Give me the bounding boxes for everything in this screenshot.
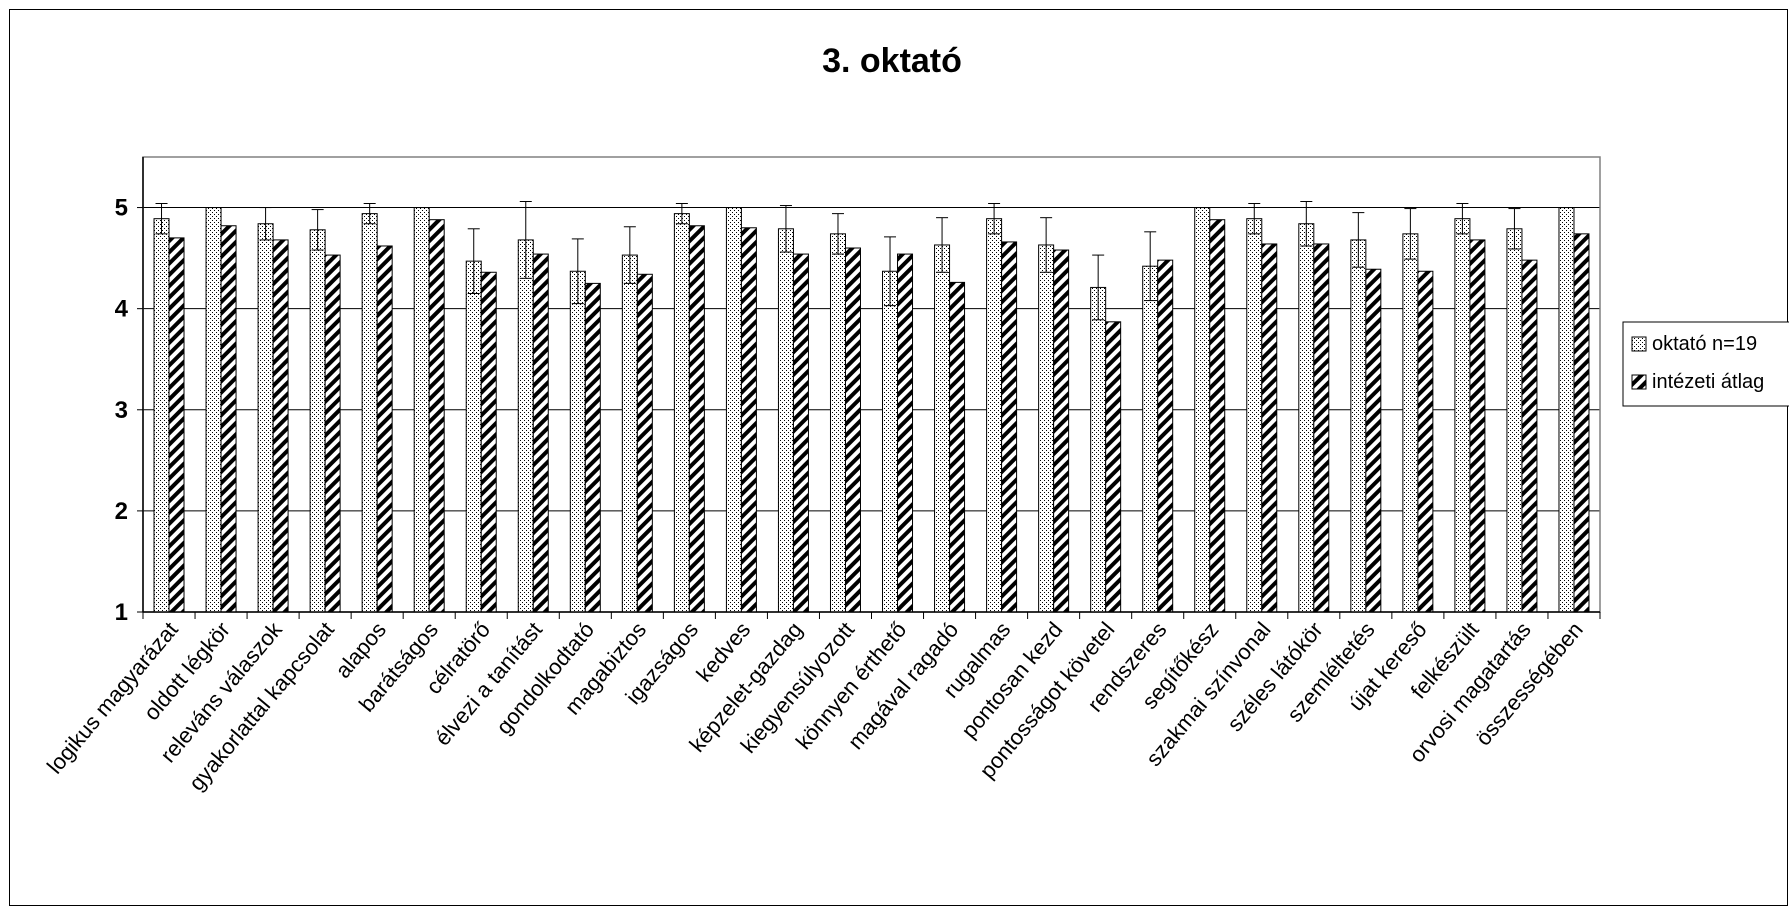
bar [428, 219, 445, 613]
bar [1157, 259, 1174, 613]
bar [1454, 218, 1471, 613]
bar [1573, 233, 1590, 613]
bar [1417, 270, 1434, 613]
bar [153, 218, 170, 613]
bar [934, 244, 951, 613]
y-tick-label: 5 [115, 195, 128, 222]
bar [205, 207, 222, 613]
bar [1001, 241, 1018, 613]
y-tick-label: 1 [115, 599, 128, 626]
bar [1038, 244, 1055, 613]
bar [1105, 321, 1122, 613]
bar [220, 225, 237, 613]
bar [257, 223, 274, 613]
bar [777, 228, 794, 613]
bar [1313, 243, 1330, 613]
bar [272, 239, 289, 613]
bar [1402, 233, 1419, 613]
legend-label: intézeti átlag [1652, 371, 1764, 393]
y-tick-label: 2 [115, 498, 128, 525]
y-tick-label: 3 [115, 397, 128, 424]
bar [532, 253, 549, 613]
bar [168, 237, 185, 613]
bar [376, 245, 393, 613]
bar [725, 207, 742, 613]
bar [1261, 243, 1278, 613]
bar [829, 233, 846, 613]
bar [309, 229, 326, 613]
bar [636, 273, 653, 613]
legend-swatch [1631, 336, 1647, 352]
bar [361, 213, 378, 613]
bar [1246, 218, 1263, 613]
legend-box [1622, 321, 1789, 407]
bar [986, 218, 1003, 613]
bar [688, 225, 705, 613]
y-tick-label: 4 [115, 296, 129, 323]
bar [1298, 223, 1315, 613]
bar [844, 247, 861, 613]
bar [1506, 228, 1523, 613]
bar [882, 270, 899, 613]
bar [1090, 286, 1107, 613]
bar [465, 260, 482, 613]
bar [1209, 219, 1226, 613]
bar [1365, 268, 1382, 613]
bar [584, 282, 601, 613]
bars [153, 200, 1590, 613]
bar [621, 254, 638, 613]
bar [673, 213, 690, 613]
bar [1053, 249, 1070, 613]
bar [897, 253, 914, 613]
bar [480, 271, 497, 613]
bar [740, 227, 757, 613]
bar [517, 239, 534, 613]
legend-label: oktató n=19 [1652, 333, 1757, 355]
bar [569, 270, 586, 613]
bar [324, 254, 341, 613]
bar [1350, 239, 1367, 613]
bar [949, 281, 966, 613]
bar [1558, 207, 1575, 613]
bar [1521, 259, 1538, 613]
legend-swatch [1631, 374, 1647, 390]
bar [413, 207, 430, 613]
bar [1469, 239, 1486, 613]
gridlines [143, 207, 1600, 512]
bar [792, 253, 809, 613]
bar [1142, 265, 1159, 613]
legend: oktató n=19 intézeti átlag [1622, 321, 1789, 407]
plot-area [142, 156, 1601, 613]
bar [1194, 207, 1211, 613]
chart-title: 3. oktató [822, 42, 962, 80]
